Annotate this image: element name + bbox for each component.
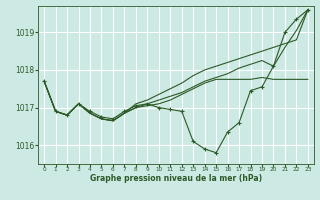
X-axis label: Graphe pression niveau de la mer (hPa): Graphe pression niveau de la mer (hPa) <box>90 174 262 183</box>
